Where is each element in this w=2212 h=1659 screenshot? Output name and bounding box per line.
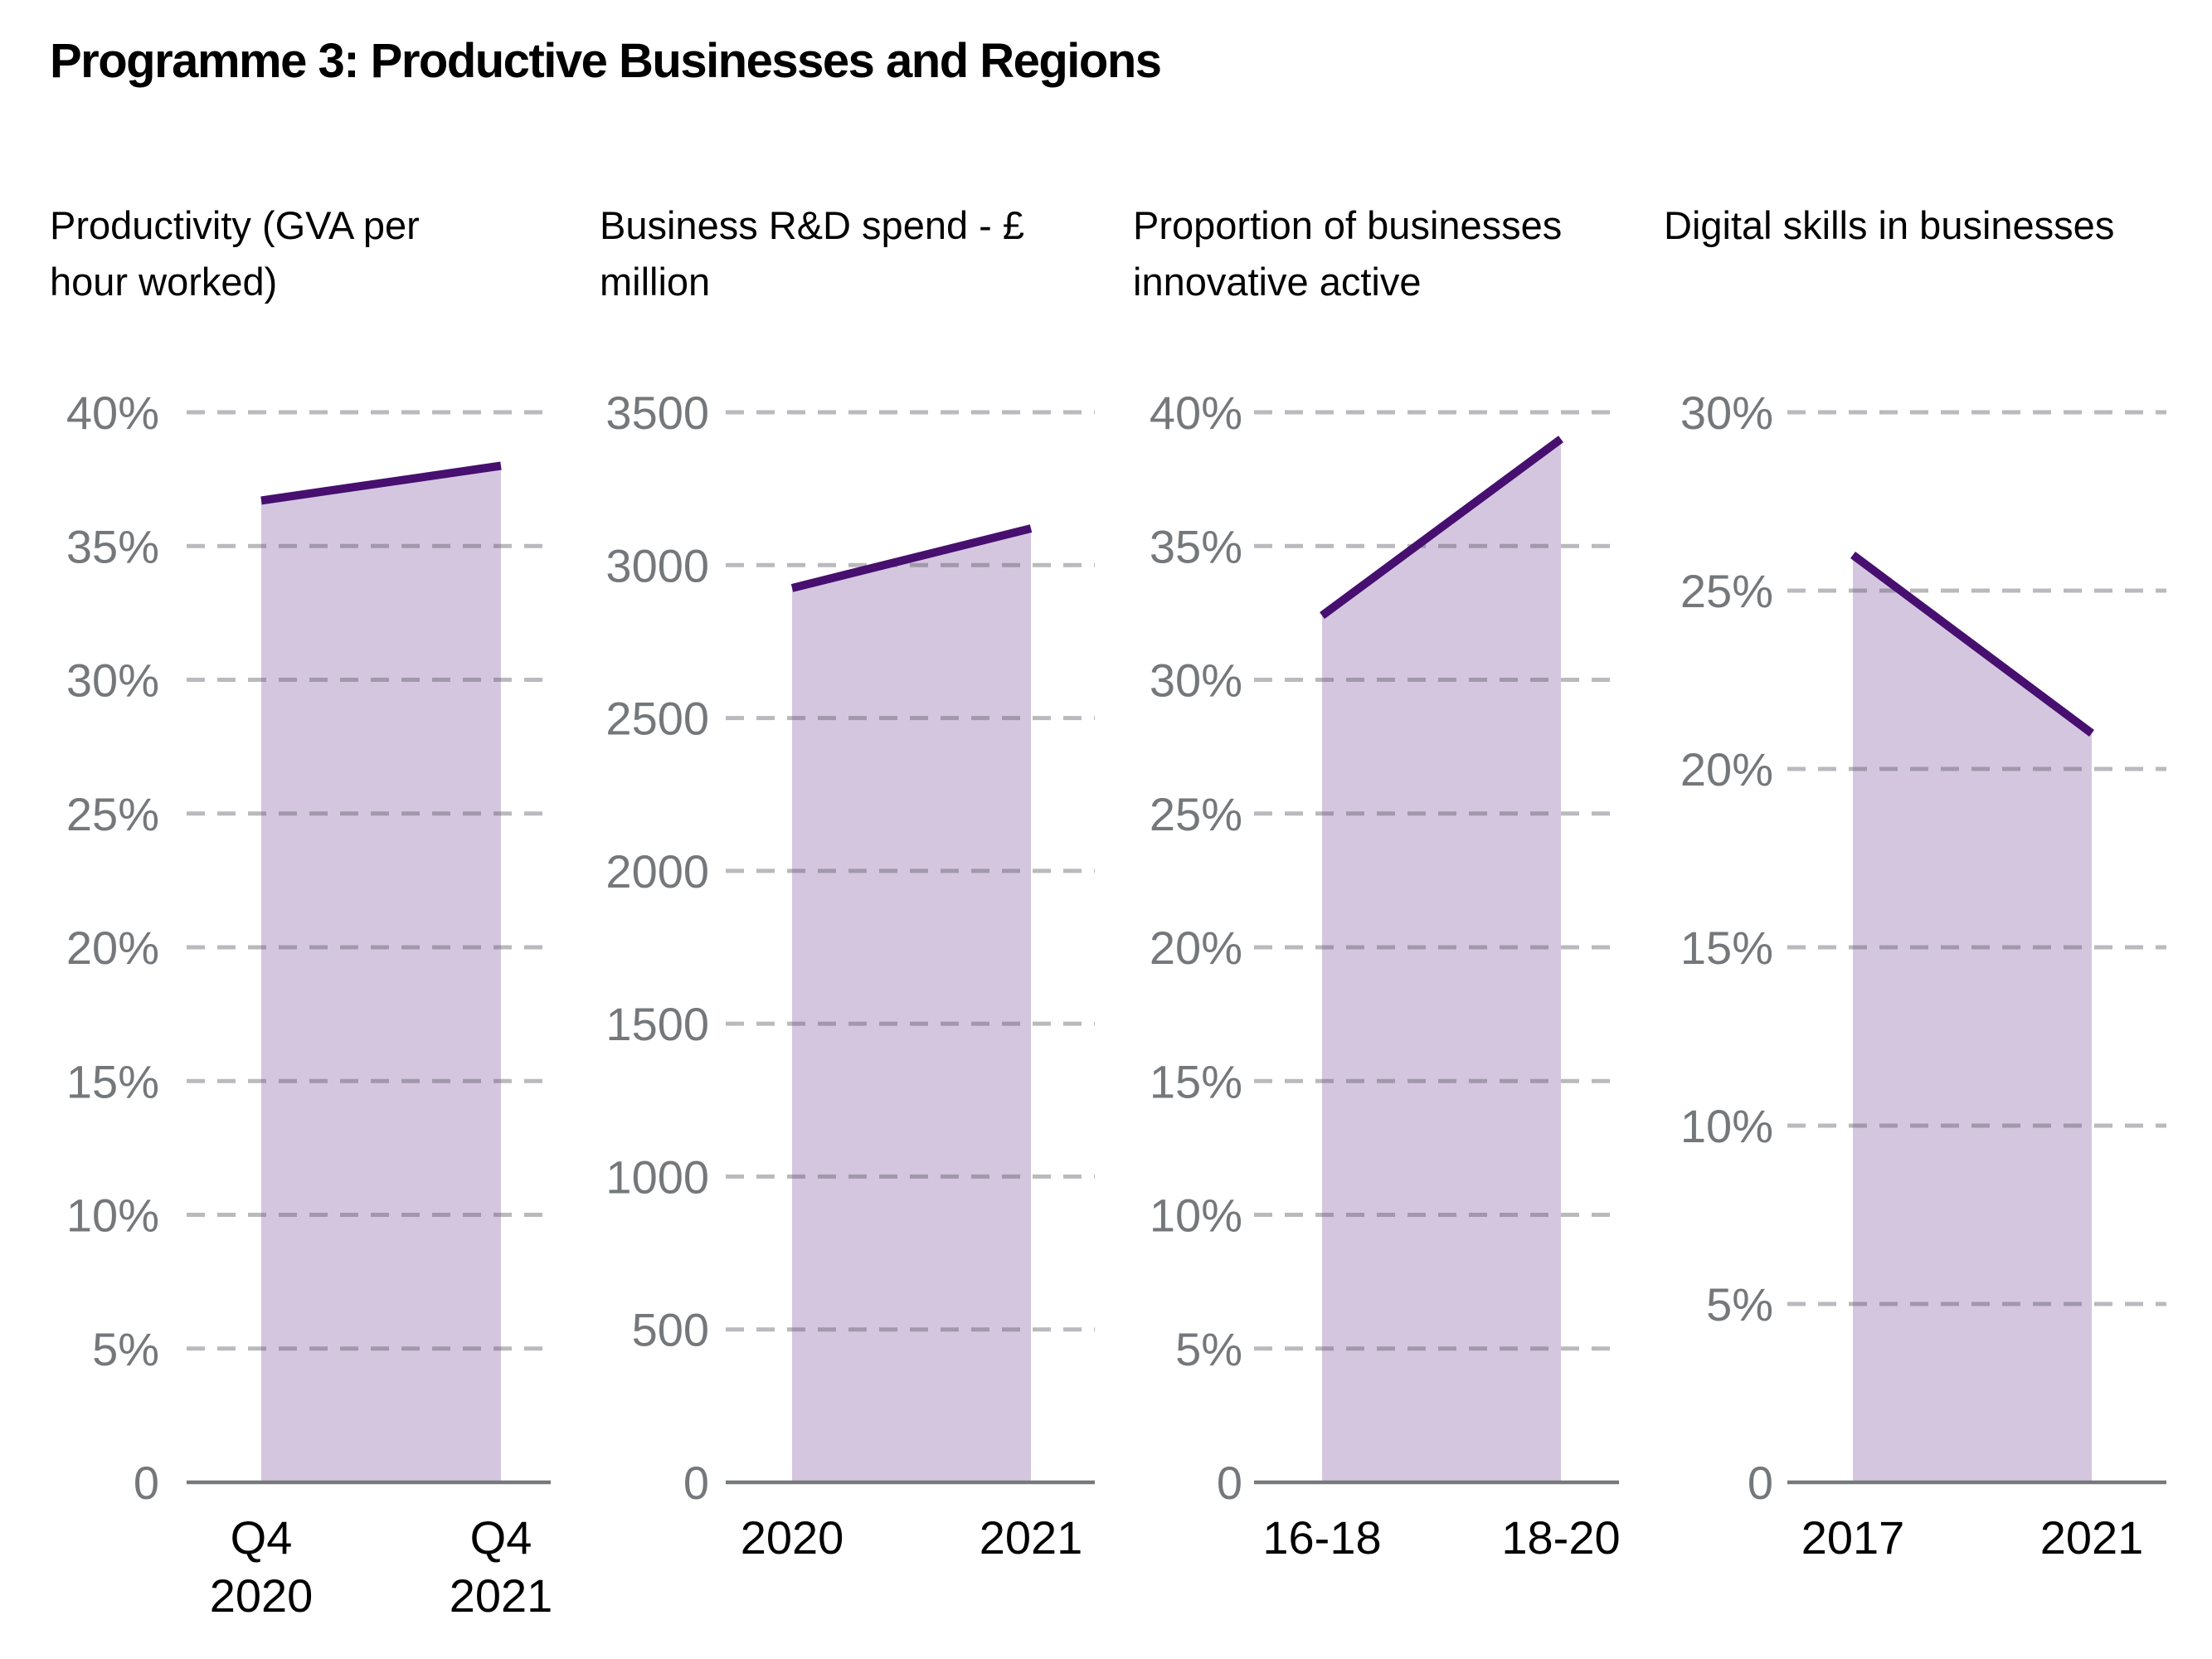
y-tick-label: 40% (66, 387, 159, 439)
y-tick-label: 20% (1680, 743, 1773, 795)
y-tick-label: 10% (1680, 1100, 1773, 1152)
chart-subtitle-line: Business R&D spend - £ (600, 203, 1025, 247)
x-tick-label: 2020 (210, 1569, 314, 1622)
area-fill (1322, 439, 1561, 1482)
chart-subtitle-line: innovative active (1133, 260, 1422, 304)
y-tick-label: 25% (1680, 565, 1773, 617)
x-tick-label: 18-20 (1501, 1511, 1620, 1564)
x-tick-label: 2017 (1801, 1511, 1905, 1564)
y-tick-label: 30% (1680, 387, 1773, 439)
series-line (1850, 551, 2094, 737)
series-line (260, 461, 502, 505)
y-tick-label: 10% (66, 1190, 159, 1242)
y-tick-label: 1000 (605, 1151, 709, 1203)
y-tick-label: 25% (1150, 788, 1242, 840)
chart-subtitle-productivity: Productivity (GVA per hour worked) (50, 197, 547, 310)
chart-subtitle-line: Digital skills in businesses (1664, 203, 2115, 247)
x-tick-label: 16-18 (1262, 1511, 1381, 1564)
x-tick-label: Q4 (231, 1511, 293, 1564)
y-tick-label: 5% (1706, 1278, 1773, 1331)
x-tick-label: 2021 (2040, 1511, 2144, 1564)
y-tick-label: 30% (1150, 654, 1242, 707)
series-line (1320, 435, 1563, 620)
y-tick-label: 2000 (605, 845, 709, 898)
y-tick-label: 20% (66, 922, 159, 974)
area-fill (792, 528, 1031, 1482)
page-title: Programme 3: Productive Businesses and R… (50, 34, 1162, 88)
chart-subtitle-line: million (600, 260, 711, 304)
y-tick-label: 3000 (605, 539, 709, 591)
x-tick-label: 2021 (450, 1569, 553, 1622)
area-fill (261, 465, 501, 1482)
y-tick-label: 15% (66, 1055, 159, 1107)
y-tick-label: 35% (66, 520, 159, 572)
chart-business-rd-spend: 3500 3000 2500 2000 1500 1000 500 0 2020 2021 (605, 387, 1095, 1564)
y-tick-label: 5% (92, 1323, 159, 1375)
chart-subtitle-line: Proportion of businesses (1133, 203, 1563, 247)
y-tick-label: 5% (1175, 1323, 1242, 1375)
y-tick-label: 25% (66, 788, 159, 840)
y-tick-label: 0 (683, 1457, 709, 1509)
y-tick-label: 10% (1150, 1190, 1242, 1242)
y-tick-label: 1500 (605, 998, 709, 1050)
chart-subtitle-innovative-active: Proportion of businesses innovative acti… (1133, 197, 1631, 310)
chart-subtitle-digital-skills: Digital skills in businesses (1664, 197, 2161, 254)
y-tick-label: 40% (1150, 387, 1242, 439)
chart-subtitle-line: Productivity (GVA per (50, 203, 420, 247)
chart-digital-skills: 30% 25% 20% 15% 10% 5% 0 2017 2021 (1680, 387, 2166, 1564)
chart-innovative-active: 40% 35% 30% 25% 20% 15% 10% 5% 0 16-18 18-20 (1150, 387, 1621, 1564)
y-tick-label: 15% (1680, 922, 1773, 974)
x-tick-label: 2021 (980, 1511, 1083, 1564)
y-tick-label: 3500 (605, 387, 709, 439)
chart-subtitle-line: hour worked) (50, 260, 278, 304)
chart-subtitle-rd-spend: Business R&D spend - £ million (600, 197, 1097, 310)
y-tick-label: 30% (66, 654, 159, 707)
y-tick-label: 20% (1150, 922, 1242, 974)
series-line (790, 524, 1033, 592)
area-fill (1853, 555, 2092, 1482)
y-tick-label: 0 (134, 1457, 159, 1509)
x-tick-label: 2020 (741, 1511, 844, 1564)
y-tick-label: 15% (1150, 1055, 1242, 1107)
y-tick-label: 500 (632, 1304, 709, 1356)
y-tick-label: 0 (1748, 1457, 1773, 1509)
y-tick-label: 35% (1150, 520, 1242, 572)
y-tick-label: 2500 (605, 693, 709, 745)
x-tick-label: Q4 (470, 1511, 532, 1564)
y-tick-label: 0 (1217, 1457, 1242, 1509)
